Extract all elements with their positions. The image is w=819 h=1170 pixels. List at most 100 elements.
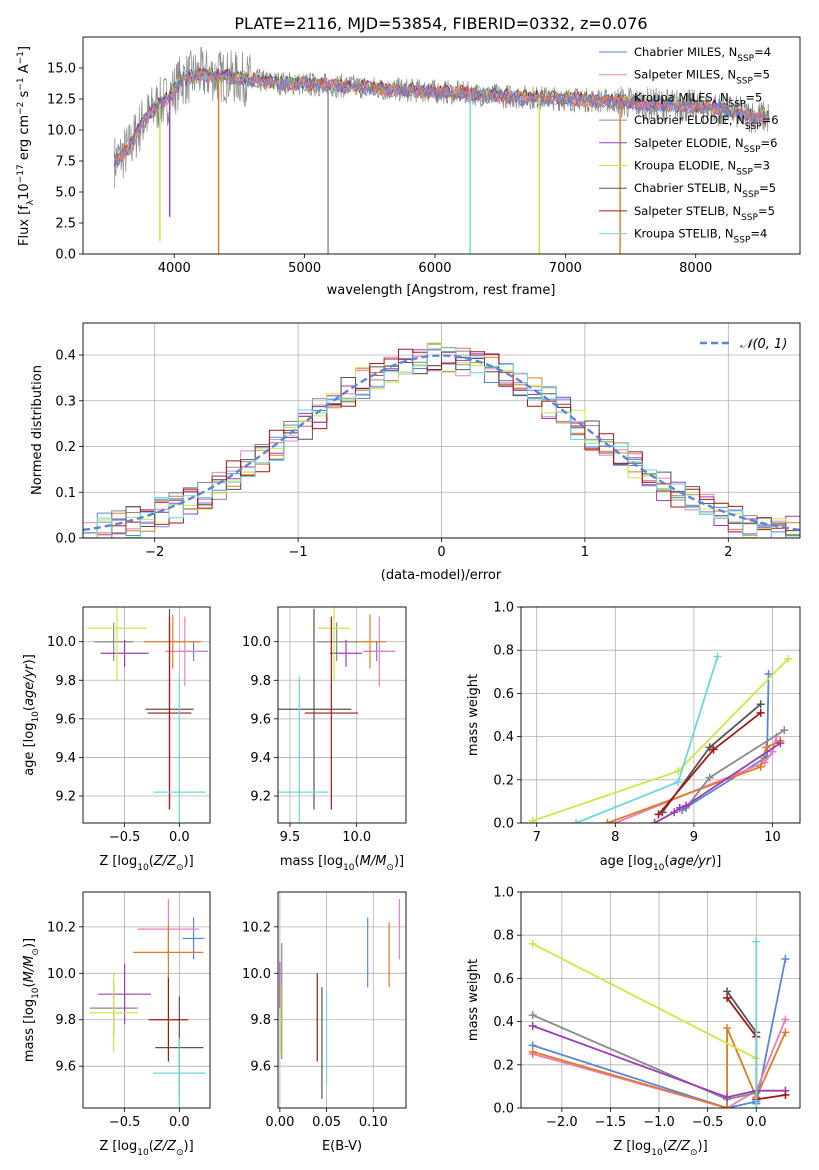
axes-frame (277, 891, 407, 1109)
x-tick-label: 4000 (158, 261, 191, 276)
x-tick-label: 0 (437, 545, 445, 560)
label-subscript: ⊙ (690, 1148, 698, 1158)
x-tick-label: 0.10 (359, 1115, 388, 1130)
label-subscript: SSP (737, 54, 754, 64)
mass-weight-marker (723, 1093, 732, 1102)
label-part: A (17, 64, 32, 77)
mass-weight-line (532, 1019, 787, 1108)
mass-weight-marker (675, 803, 684, 812)
legend-entry: Salpeter ELODIE, NSSP=6 (634, 136, 777, 155)
x-axis-label: Z [log10(Z/Z⊙)] (99, 1139, 193, 1158)
plot-area (528, 652, 793, 823)
legend-entry: Chabrier STELIB, NSSP=5 (634, 181, 776, 200)
label-subscript: λ (26, 199, 36, 205)
y-tick-label: 9.6 (250, 1060, 271, 1075)
mass-weight-marker (572, 819, 581, 823)
label-part: )] (184, 1139, 194, 1154)
mass-weight-marker (528, 939, 537, 948)
mass-weight-line (661, 703, 762, 813)
mass-weight-marker (713, 652, 722, 661)
plot-area (87, 607, 208, 823)
label-part: mass [log (280, 854, 343, 869)
y-tick-label: 1.0 (493, 886, 514, 901)
x-tick-label: 9 (690, 830, 698, 845)
y-tick-label: 10.0 (47, 635, 76, 650)
x-tick-label: −0.5 (692, 1115, 724, 1130)
mass-weight-marker (776, 739, 785, 748)
mass-weight-marker (528, 1021, 537, 1030)
label-part: ] (17, 46, 32, 51)
label-subscript: SSP (742, 190, 759, 200)
axes-frame (82, 606, 211, 824)
label-part: M/M (22, 956, 37, 983)
y-tick-label: 0.6 (493, 972, 514, 987)
y-tick-label: 0.2 (55, 440, 76, 455)
label-subscript: ⊙ (31, 948, 41, 956)
plot-area (279, 898, 401, 1099)
x-tick-label: 0.05 (312, 1115, 341, 1130)
label-subscript: SSP (734, 236, 751, 246)
label-part: Salpeter MILES, N (634, 68, 736, 82)
label-subscript: ⊙ (386, 863, 394, 873)
label-part: s (17, 90, 32, 101)
x-axis-label: wavelength [Angstrom, rest frame] (327, 283, 556, 298)
label-part: ( (149, 854, 154, 869)
axes-frame (82, 891, 211, 1109)
mass-weight-marker (781, 1091, 790, 1100)
x-tick-label: 0.0 (169, 830, 190, 845)
label-subscript: 10 (31, 711, 41, 723)
mass-weight-line (532, 1014, 757, 1101)
y-tick-label: 10.2 (47, 920, 76, 935)
label-part: ( (664, 854, 669, 869)
label-subscript: −1 (16, 77, 26, 90)
mass-weight-line (681, 673, 770, 811)
label-part: Z [log (99, 854, 137, 869)
label-part: )] (184, 854, 194, 869)
label-part: Z [log (99, 1139, 137, 1154)
plot-area (528, 937, 790, 1108)
x-tick-label: 0.0 (169, 1115, 190, 1130)
label-subscript: 10 (653, 863, 665, 873)
y-tick-label: 9.6 (250, 712, 271, 727)
mass-weight-marker (674, 777, 683, 786)
label-subscript: ⊙ (176, 863, 184, 873)
label-subscript: −1 (16, 51, 26, 64)
x-tick-label: 6000 (418, 261, 451, 276)
mass-weight-marker (723, 993, 732, 1002)
axes-frame (277, 606, 407, 824)
label-part: =4 (750, 227, 767, 241)
y-tick-label: 0.6 (493, 687, 514, 702)
label-subscript: −2 (16, 102, 26, 115)
mass-weight-marker (682, 801, 691, 810)
y-axis-label: mass weight (466, 959, 481, 1041)
y-tick-label: 0.0 (493, 1102, 514, 1117)
x-tick-label: 1 (581, 545, 589, 560)
label-part: Kroupa STELIB, N (634, 227, 734, 241)
label-part: )] (394, 854, 404, 869)
x-tick-label: −2 (145, 545, 164, 560)
label-subscript: SSP (745, 122, 762, 132)
label-part: ( (22, 982, 37, 987)
legend-entry: Chabrier ELODIE, NSSP=6 (634, 113, 779, 132)
label-part: =5 (745, 90, 762, 104)
x-tick-label: −0.5 (109, 1115, 141, 1130)
gaussian-reference-line (83, 354, 800, 532)
label-part: M/M (360, 854, 387, 869)
label-part: Z/Z (153, 1139, 177, 1154)
mass-weight-marker (762, 743, 771, 752)
y-tick-label: 9.4 (55, 751, 76, 766)
histogram-series (83, 347, 800, 538)
label-part: ( (22, 706, 37, 711)
axes-spectrum: 4000 5000 6000 7000 8000 0.0 2.5 5.0 7.5 10.0 12.5… (16, 36, 801, 298)
label-subscript: 10 (651, 1148, 663, 1158)
axes-massweight_vs_Z: −2.0 −1.5 −1.0 −0.5 0.0 0.0 0.2 0.4 0.6 0.8 1.0 Z [… (466, 886, 801, 1158)
label-part: erg cm (17, 115, 32, 164)
x-tick-label: 2 (724, 545, 732, 560)
mass-weight-marker (528, 1011, 537, 1020)
x-tick-label: −1.0 (643, 1115, 675, 1130)
label-part: =6 (762, 113, 779, 127)
y-axis-label: mass weight (466, 674, 481, 756)
label-part: ( (663, 1139, 668, 1154)
mass-weight-marker (784, 654, 793, 663)
